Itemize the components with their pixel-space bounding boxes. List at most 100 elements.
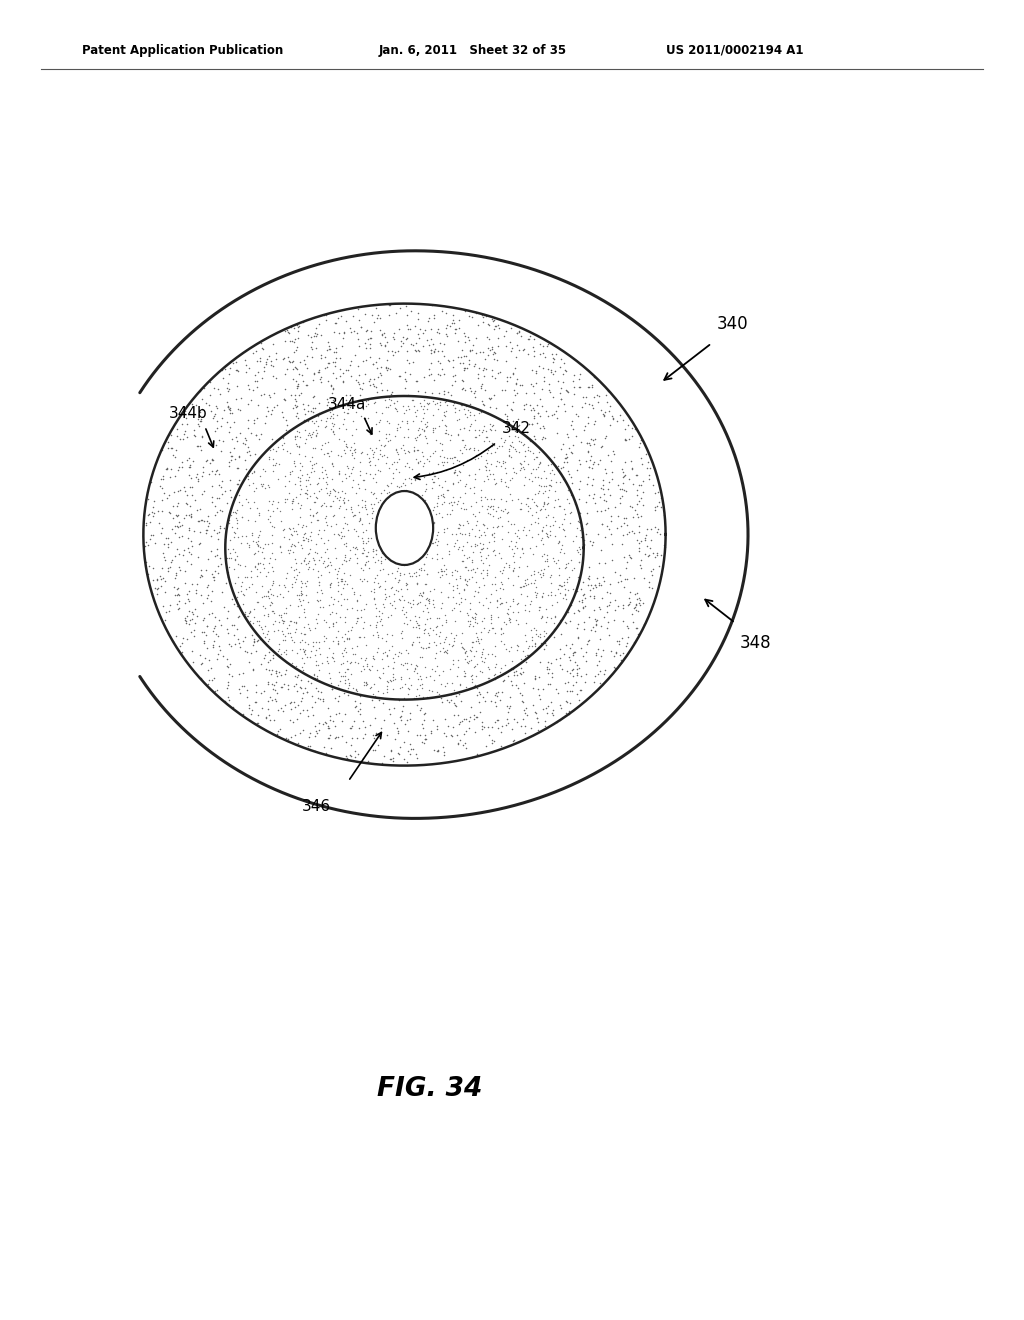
Point bbox=[577, 672, 593, 693]
Point bbox=[500, 665, 516, 686]
Point bbox=[419, 576, 435, 597]
Point bbox=[430, 521, 446, 543]
Point bbox=[159, 602, 175, 623]
Point bbox=[425, 453, 441, 474]
Point bbox=[437, 550, 454, 572]
Point bbox=[418, 478, 434, 499]
Point bbox=[230, 399, 247, 420]
Point bbox=[267, 611, 284, 632]
Point bbox=[377, 642, 393, 663]
Point bbox=[564, 411, 581, 432]
Point bbox=[504, 675, 520, 696]
Point bbox=[527, 458, 544, 479]
Point bbox=[381, 294, 397, 315]
Point bbox=[274, 484, 291, 506]
Point bbox=[431, 622, 447, 643]
Point bbox=[259, 631, 275, 652]
Point bbox=[471, 474, 487, 495]
Point bbox=[485, 618, 502, 639]
Point bbox=[368, 686, 384, 708]
Point bbox=[270, 640, 287, 661]
Point bbox=[330, 590, 346, 611]
Point bbox=[351, 585, 368, 606]
Point bbox=[357, 545, 374, 566]
Point bbox=[255, 537, 271, 558]
Point bbox=[311, 537, 328, 558]
Point bbox=[273, 590, 290, 611]
Point bbox=[400, 668, 417, 689]
Point bbox=[238, 458, 254, 479]
Point bbox=[340, 455, 356, 477]
Point bbox=[292, 459, 308, 480]
Point bbox=[412, 725, 428, 746]
Point bbox=[516, 576, 532, 597]
Point bbox=[279, 643, 295, 664]
Point bbox=[213, 360, 229, 381]
Point bbox=[469, 557, 485, 578]
Point bbox=[625, 425, 641, 446]
Point bbox=[524, 587, 541, 609]
Point bbox=[480, 648, 497, 669]
Point bbox=[461, 568, 477, 589]
Point bbox=[529, 494, 546, 515]
Point bbox=[489, 314, 506, 335]
Point bbox=[412, 318, 428, 339]
Point bbox=[561, 704, 578, 725]
Point bbox=[419, 434, 435, 455]
Point bbox=[366, 589, 382, 610]
Point bbox=[355, 470, 372, 491]
Point bbox=[629, 420, 645, 441]
Point bbox=[394, 465, 411, 486]
Point bbox=[307, 491, 324, 512]
Point bbox=[618, 523, 635, 544]
Point bbox=[426, 482, 442, 503]
Point bbox=[570, 450, 587, 471]
Point bbox=[610, 630, 627, 651]
Point bbox=[450, 705, 466, 726]
Point bbox=[505, 459, 521, 480]
Point bbox=[483, 574, 500, 595]
Point bbox=[400, 401, 417, 422]
Point bbox=[497, 404, 513, 425]
Point bbox=[261, 686, 278, 708]
Point bbox=[529, 403, 546, 424]
Point bbox=[400, 513, 417, 535]
Point bbox=[439, 441, 456, 462]
Point bbox=[612, 516, 629, 537]
Point bbox=[467, 463, 483, 484]
Point bbox=[314, 553, 331, 574]
Point bbox=[393, 631, 410, 652]
Point bbox=[466, 586, 482, 607]
Point bbox=[550, 682, 566, 704]
Point bbox=[435, 403, 452, 424]
Point bbox=[317, 471, 334, 492]
Point bbox=[513, 326, 529, 347]
Point bbox=[261, 579, 278, 601]
Point bbox=[474, 715, 490, 737]
Point bbox=[299, 645, 315, 667]
Point bbox=[228, 587, 245, 609]
Point bbox=[462, 486, 478, 507]
Point bbox=[160, 533, 176, 554]
Point bbox=[537, 544, 553, 565]
Point bbox=[540, 492, 556, 513]
Point bbox=[388, 302, 404, 323]
Point bbox=[462, 438, 478, 459]
Point bbox=[593, 500, 609, 521]
Point bbox=[145, 570, 162, 591]
Point bbox=[468, 442, 484, 463]
Point bbox=[339, 615, 355, 636]
Point bbox=[227, 449, 244, 470]
Point bbox=[323, 577, 339, 598]
Point bbox=[286, 453, 302, 474]
Point bbox=[377, 578, 393, 599]
Point bbox=[452, 568, 468, 589]
Point bbox=[398, 304, 415, 325]
Point bbox=[495, 623, 511, 644]
Point bbox=[348, 459, 365, 480]
Point bbox=[398, 400, 415, 421]
Point bbox=[152, 475, 168, 496]
Point bbox=[640, 451, 656, 473]
Point bbox=[379, 424, 395, 445]
Point bbox=[281, 429, 297, 450]
